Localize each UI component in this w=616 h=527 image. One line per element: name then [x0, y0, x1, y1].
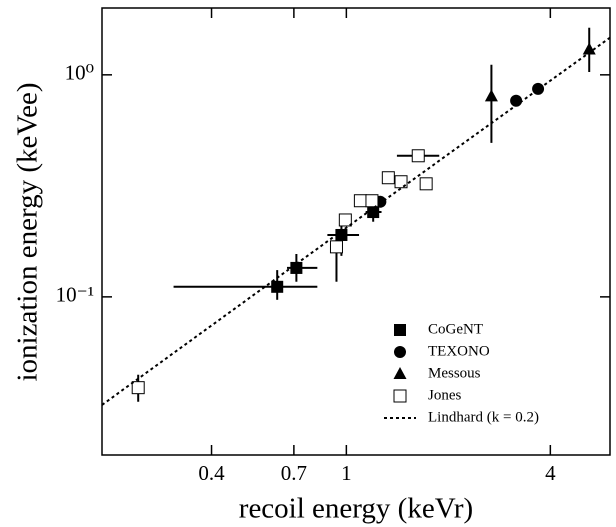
- data-point: [131, 381, 145, 395]
- data-point: [484, 89, 498, 102]
- data-point: [582, 42, 596, 55]
- legend-label: Lindhard (k = 0.2): [428, 409, 539, 425]
- y-axis-label: ionization energy (keVee): [12, 82, 44, 381]
- data-point: [338, 213, 352, 227]
- data-point: [532, 82, 545, 95]
- legend-marker: [394, 324, 406, 336]
- legend-marker: [394, 346, 406, 358]
- plot-frame: [101, 7, 611, 456]
- data-point: [411, 149, 425, 163]
- legend-marker: [393, 389, 407, 403]
- x-tick-label: 0.7: [281, 461, 307, 485]
- y-tick-label: 10⁰: [65, 61, 94, 85]
- x-axis-label: recoil energy (keVr): [239, 493, 473, 525]
- data-point: [271, 280, 284, 293]
- data-point: [510, 94, 523, 107]
- legend-label: CoGeNT: [428, 321, 483, 337]
- fit-line: [101, 36, 611, 406]
- data-point: [329, 240, 343, 254]
- x-tick-label: 4: [545, 461, 556, 485]
- legend-marker: [393, 367, 407, 379]
- legend-label: Messous: [428, 365, 481, 381]
- x-tick-label: 1: [341, 461, 352, 485]
- data-point: [365, 194, 379, 208]
- data-point: [290, 261, 303, 274]
- data-point: [353, 194, 367, 208]
- data-point: [335, 228, 348, 241]
- data-point: [381, 171, 395, 185]
- x-tick-label: 0.4: [198, 461, 225, 485]
- data-point: [367, 206, 380, 219]
- legend-label: TEXONO: [428, 343, 490, 359]
- legend-label: Jones: [428, 387, 461, 403]
- data-point: [419, 177, 433, 191]
- data-point: [394, 175, 408, 189]
- y-tick-label: 10⁻¹: [56, 283, 94, 307]
